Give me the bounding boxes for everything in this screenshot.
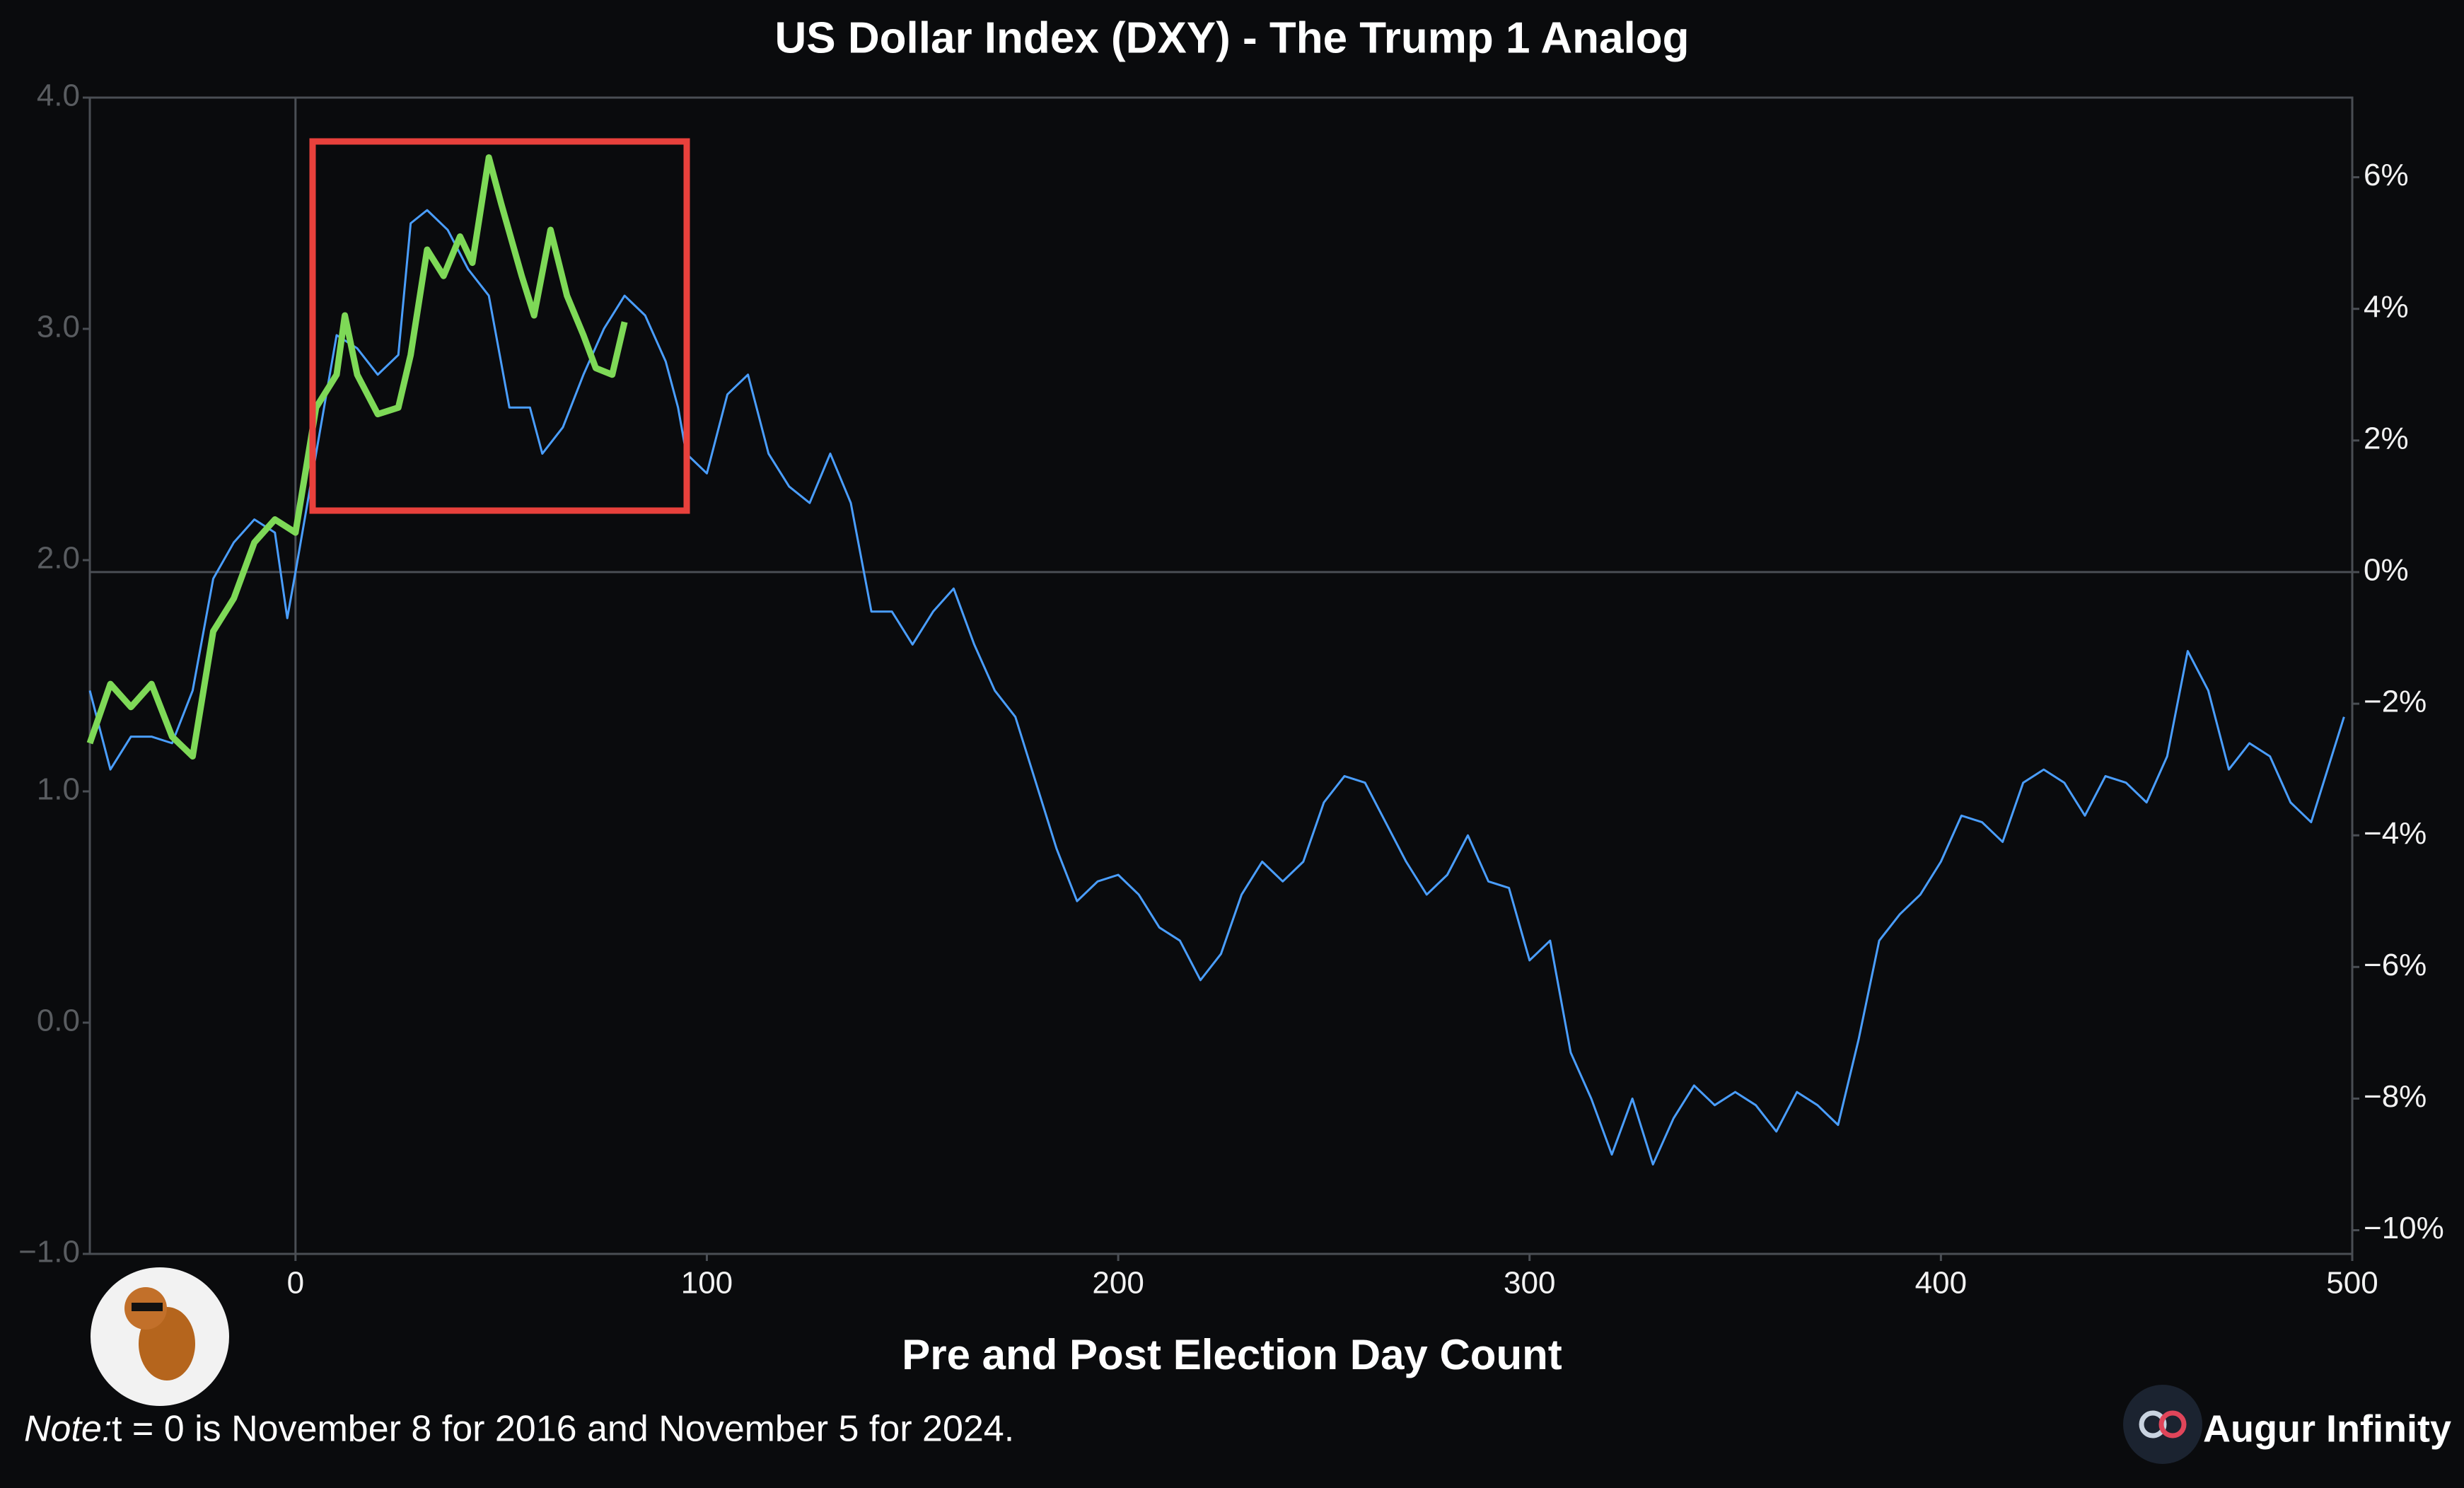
x-tick-label: 200 [1092, 1266, 1144, 1301]
y2-tick-label: 2% [2364, 421, 2409, 455]
brand-logo [2123, 1385, 2202, 1464]
x-axis-label: Pre and Post Election Day Count [902, 1331, 1562, 1378]
series-line [86, 154, 628, 760]
x-tick-label: 300 [1504, 1266, 1555, 1301]
y-tick-label: 4.0 [37, 79, 80, 113]
mascot-logo [91, 1267, 229, 1406]
brand-name: Augur Infinity [2203, 1407, 2451, 1450]
note-label: Note: [24, 1409, 112, 1450]
x-tick-label: 100 [681, 1266, 733, 1301]
y-tick-label: 1.0 [37, 772, 80, 807]
y-tick-label: 2.0 [37, 541, 80, 576]
highlight-box [309, 138, 690, 514]
series-line [88, 209, 2345, 1166]
y2-tick-label: −6% [2364, 948, 2427, 982]
chart-title: US Dollar Index (DXY) - The Trump 1 Anal… [775, 13, 1690, 62]
x-tick-label: 500 [2326, 1266, 2378, 1301]
y2-tick-label: −2% [2364, 685, 2427, 719]
y-tick-label: 0.0 [37, 1004, 80, 1038]
y2-tick-label: 4% [2364, 289, 2409, 324]
y2-tick-label: 6% [2364, 158, 2409, 192]
y2-tick-label: −4% [2364, 816, 2427, 851]
y-tick-label: 3.0 [37, 310, 80, 344]
plot-frame [88, 96, 2354, 1255]
y2-tick-label: −10% [2364, 1211, 2444, 1245]
y2-tick-label: 0% [2364, 553, 2409, 588]
y-tick-label: −1.0 [18, 1235, 80, 1269]
y2-tick-label: −8% [2364, 1079, 2427, 1114]
note-text: t = 0 is November 8 for 2016 and Novembe… [112, 1409, 1014, 1450]
x-tick-label: 400 [1915, 1266, 1967, 1301]
x-tick-label: 0 [287, 1266, 304, 1301]
